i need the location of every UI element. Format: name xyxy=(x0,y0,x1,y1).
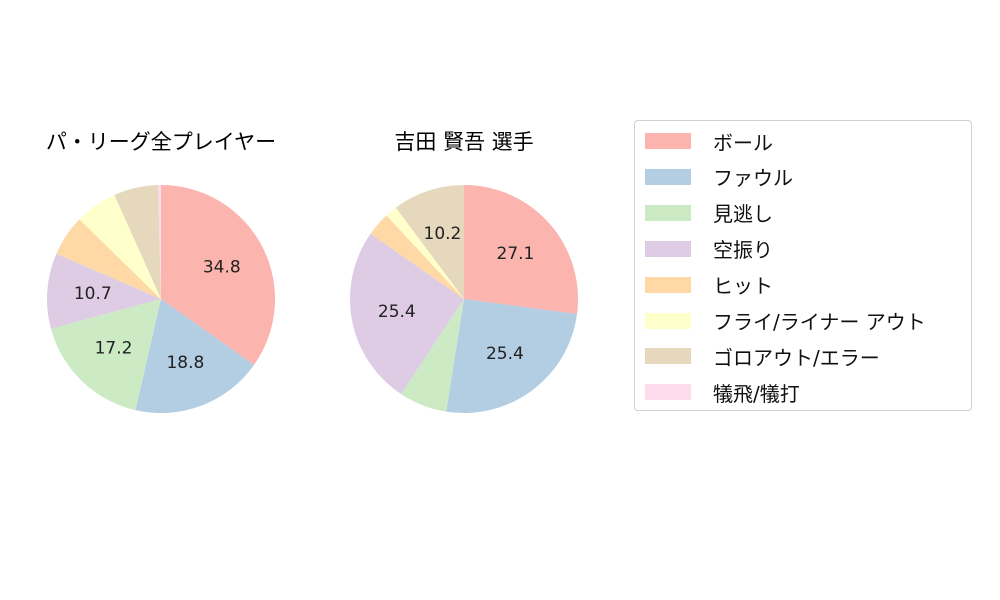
legend: ボールファウル見逃し空振りヒットフライ/ライナー アウト ゴロアウト/エラー 犠飛/… xyxy=(634,120,972,411)
pie-0-label-0: 34.8 xyxy=(203,258,241,278)
pie-1-slice-6 xyxy=(395,185,464,299)
pie-0-label-2: 17.2 xyxy=(95,338,133,358)
pie-0-slice-4 xyxy=(56,219,161,299)
pie-1-slice-5 xyxy=(386,207,464,299)
pie-0-slice-6 xyxy=(114,185,161,299)
pie-1-slice-3 xyxy=(350,233,464,395)
legend-swatch xyxy=(645,168,691,185)
legend-label: フライ/ライナー アウト xyxy=(713,310,926,334)
legend-swatch xyxy=(645,312,691,329)
pie-0-slice-3 xyxy=(46,253,161,329)
legend-swatch xyxy=(645,276,691,293)
legend-item: ゴロアウト/エラー xyxy=(645,344,880,370)
pie-0-slice-0 xyxy=(161,185,276,365)
pie-0-slice-2 xyxy=(50,299,161,411)
legend-item: 空振り xyxy=(645,237,773,263)
legend-label: 見逃し xyxy=(713,202,773,227)
pie-1-label-1: 25.4 xyxy=(486,344,524,364)
pie-title-player: 吉田 賢吾 選手 xyxy=(394,130,534,154)
legend-item: ヒット xyxy=(645,273,773,299)
pie-1-label-3: 25.4 xyxy=(378,302,416,322)
pie-1-slice-4 xyxy=(370,215,464,299)
pie-title-league: パ・リーグ全プレイヤー xyxy=(45,130,277,154)
legend-swatch xyxy=(645,348,691,365)
pie-0-label-3: 10.7 xyxy=(74,284,112,304)
legend-label: 空振り xyxy=(713,238,773,263)
pie-0-slice-7 xyxy=(158,185,161,299)
legend-label: ボール xyxy=(713,130,773,155)
legend-swatch xyxy=(645,204,691,221)
pie-1-slice-0 xyxy=(464,185,579,314)
pie-1-slice-2 xyxy=(401,299,464,412)
pie-0-label-1: 18.8 xyxy=(166,353,204,373)
legend-label: ゴロアウト/エラー xyxy=(713,345,880,370)
legend-label: ファウル xyxy=(713,166,793,191)
legend-swatch xyxy=(645,240,691,257)
legend-swatch xyxy=(645,133,691,149)
pie-1-label-6: 10.2 xyxy=(424,224,462,244)
legend-item: 犠飛/犠打 xyxy=(645,380,800,406)
pie-0-slice-5 xyxy=(79,194,161,299)
legend-item: ボール xyxy=(645,129,773,155)
legend-item: フライ/ライナー アウト xyxy=(645,309,926,334)
legend-label: 犠飛/犠打 xyxy=(713,381,800,406)
legend-swatch xyxy=(645,384,691,401)
legend-label: ヒット xyxy=(713,274,773,299)
legend-item: ファウル xyxy=(645,165,793,191)
pie-1-label-0: 27.1 xyxy=(497,244,535,264)
pie-1-slice-1 xyxy=(446,299,578,414)
pie-0-slice-1 xyxy=(135,299,255,413)
legend-item: 見逃し xyxy=(645,201,773,227)
